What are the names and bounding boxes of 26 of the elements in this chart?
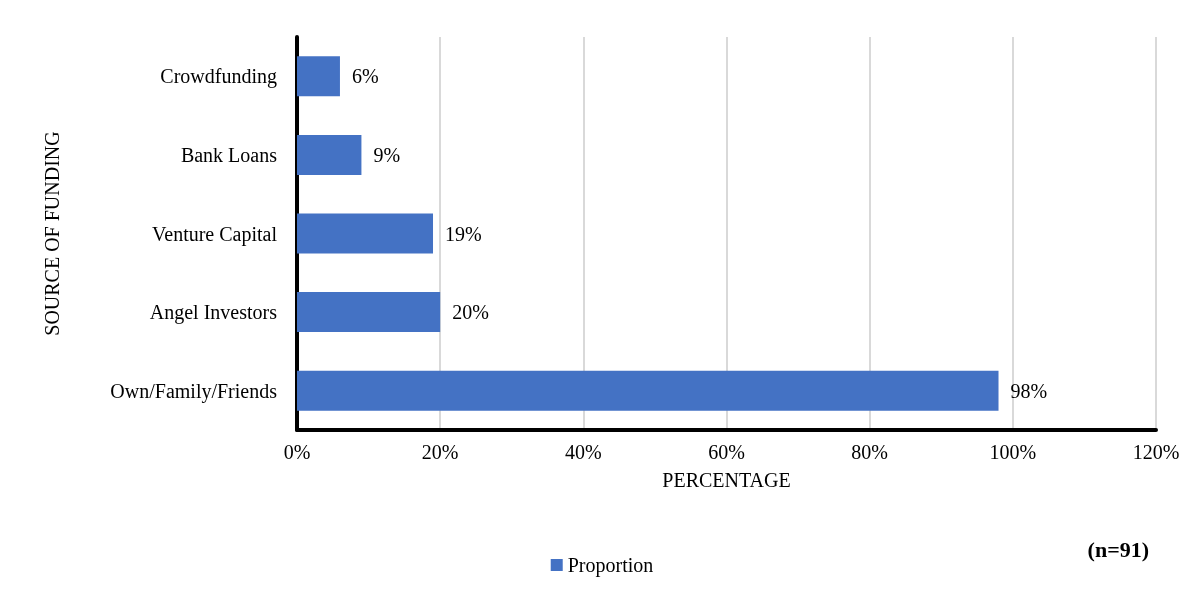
data-label: 20% xyxy=(452,301,489,324)
y-tick-label: Bank Loans xyxy=(180,143,278,166)
bar xyxy=(297,134,362,175)
y-tick-label: Crowdfunding xyxy=(160,65,277,89)
data-label: 19% xyxy=(445,222,482,245)
y-axis-title: SOURCE OF FUNDING xyxy=(41,131,63,336)
text: (n=91) xyxy=(1087,536,1150,562)
x-tick-label: 120% xyxy=(1132,441,1180,463)
data-label: 98% xyxy=(1010,379,1048,402)
x-tick-label: 40% xyxy=(565,441,602,463)
x-tick-label: 100% xyxy=(989,441,1037,463)
y-tick-label: Angel Investors xyxy=(149,301,278,325)
bar xyxy=(297,292,441,333)
bar xyxy=(297,213,434,254)
x-axis-title: PERCENTAGE xyxy=(662,469,791,491)
x-tick-label: 0% xyxy=(283,441,311,463)
x-tick-label: 60% xyxy=(708,441,745,463)
y-tick-label: Venture Capital xyxy=(152,222,278,246)
data-label: 6% xyxy=(351,65,379,88)
x-tick-label: 20% xyxy=(421,441,459,463)
data-label: 9% xyxy=(373,143,401,166)
x-tick-label: 80% xyxy=(851,441,888,463)
legend-label: Proportion xyxy=(567,554,654,577)
bar xyxy=(297,56,340,97)
bar xyxy=(297,370,999,411)
y-tick-label: Own/Family/Friends xyxy=(110,379,278,403)
